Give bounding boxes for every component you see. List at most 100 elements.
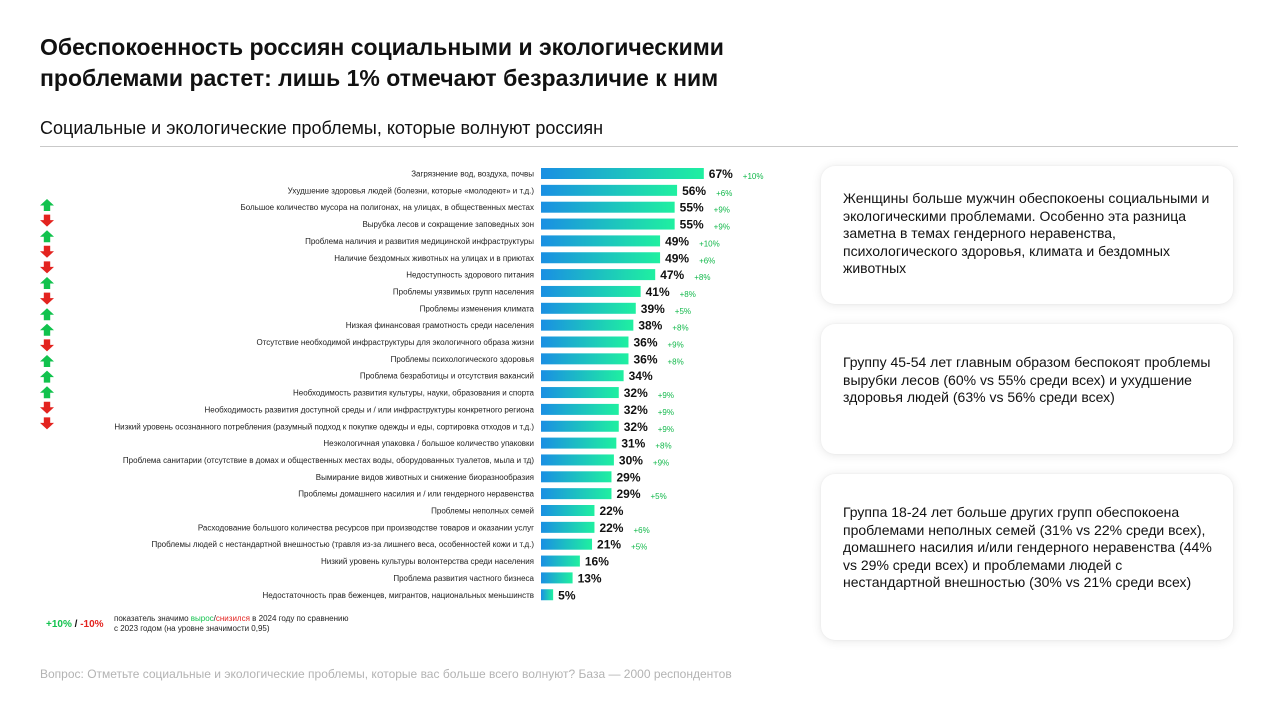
bar [541,471,612,483]
value-label: 47% [660,268,684,282]
category-label: Низкий уровень осознанного потребления (… [114,422,534,431]
divider [40,146,1238,147]
category-label: Проблемы домашнего насилия и / или генде… [298,490,534,499]
value-label: 21% [597,538,621,552]
arrow-up-icon [40,277,54,289]
change-label: +8% [680,290,696,299]
change-label: +9% [658,425,674,434]
bar [541,572,573,584]
change-label: +6% [716,189,732,198]
category-label: Низкая финансовая грамотность среди насе… [346,321,534,330]
change-label: +8% [667,357,683,366]
change-label: +9% [714,206,730,215]
bar [541,269,656,281]
category-label: Отсутствие необходимой инфраструктуры дл… [256,338,534,347]
insight-card-text: Группу 45-54 лет главным образом беспоко… [843,354,1211,405]
legend-text-before: показатель значимо [114,614,191,623]
arrow-down-icon [40,292,54,305]
change-label: +9% [658,391,674,400]
value-label: 29% [616,470,640,484]
value-label: 55% [680,218,704,232]
bar-chart: Загрязнение вод, воздуха, почвы 67% +10% Ух… [40,167,764,602]
significance-legend: +10% / -10% показатель значимо вырос/сни… [46,614,366,644]
value-label: 22% [599,521,623,535]
question-footnote: Вопрос: Отметьте социальные и экологичес… [40,667,732,681]
value-label: 55% [680,201,704,215]
category-label: Проблема безработицы и отсутствия ваканс… [360,372,534,381]
insight-card-text: Группа 18-24 лет больше других групп обе… [843,504,1212,590]
category-label: Расходование большого количества ресурсо… [198,523,534,532]
arrow-down-icon [40,401,54,414]
change-label: +5% [650,492,666,501]
value-label: 30% [619,453,643,467]
category-label: Необходимость развития культуры, науки, … [293,389,535,398]
value-label: 36% [633,336,657,350]
change-label: +10% [743,172,764,181]
category-label: Ухудшение здоровья людей (болезни, котор… [288,186,535,195]
value-label: 34% [629,369,653,383]
value-label: 32% [624,420,648,434]
value-label: 39% [641,302,665,316]
arrow-down-icon [40,417,54,430]
legend-text-up: вырос [190,614,214,623]
bar [541,201,675,213]
category-label: Проблема санитарии (отсутствие в домах и… [123,456,534,465]
bar [541,353,629,365]
value-label: 38% [638,319,662,333]
change-label: +9% [667,341,683,350]
arrow-up-icon [40,199,54,211]
bar [541,589,554,601]
legend-down-key: -10% [80,619,104,630]
bar [541,555,580,567]
bar [541,218,675,230]
category-label: Недостаточность прав беженцев, мигрантов… [263,591,535,600]
value-label: 49% [665,251,689,265]
bar [541,505,595,516]
page-title: Обеспокоенность россиян социальными и эк… [40,34,724,91]
bar [541,252,661,264]
category-label: Загрязнение вод, воздуха, почвы [411,170,534,179]
arrow-down-icon [40,261,54,274]
bar [541,235,661,247]
category-label: Проблемы неполных семей [431,507,534,516]
bar [541,403,619,415]
value-label: 36% [633,352,657,366]
legend-text-after: в 2024 году по сравнению с 2023 годом (н… [114,614,349,633]
arrow-up-icon [40,386,54,399]
insight-card-age-45-54: Группу 45-54 лет главным образом беспоко… [821,324,1233,454]
change-label: +8% [672,324,688,333]
change-label: +10% [699,239,720,248]
bar [541,437,617,449]
change-label: +9% [653,458,669,467]
category-label: Проблемы психологического здоровья [391,355,534,364]
value-label: 13% [578,571,602,585]
legend-key: +10% / -10% [46,619,104,630]
value-label: 22% [599,504,623,518]
bar [541,336,629,348]
legend-text-slash: / [213,614,216,623]
category-label: Низкий уровень культуры волонтерства сре… [321,557,534,566]
bar [541,285,641,297]
value-label: 67% [709,167,733,181]
category-label: Недоступность здорового питания [406,271,534,280]
category-label: Проблемы людей с нестандартной внешность… [151,540,534,549]
bar [541,302,636,314]
category-label: Проблема наличия и развития медицинской … [305,237,534,246]
bar [541,387,619,399]
bar [541,168,704,179]
category-label: Большое количество мусора на полигонах, … [240,203,534,212]
change-label: +8% [694,273,710,282]
value-label: 5% [558,588,576,602]
bar [541,538,593,550]
category-label: Вырубка лесов и сокращение заповедных зо… [362,220,534,229]
category-label: Необходимость развития доступной среды и… [205,405,535,414]
legend-key-separator: / [71,619,81,630]
bar [541,420,619,432]
arrow-up-icon [40,308,54,321]
legend-text-down: снизился [215,614,250,623]
value-label: 41% [646,285,670,299]
arrow-up-icon [40,355,54,367]
change-label: +8% [655,442,671,451]
change-label: +5% [631,543,647,552]
legend-up-key: +10% [46,619,72,630]
